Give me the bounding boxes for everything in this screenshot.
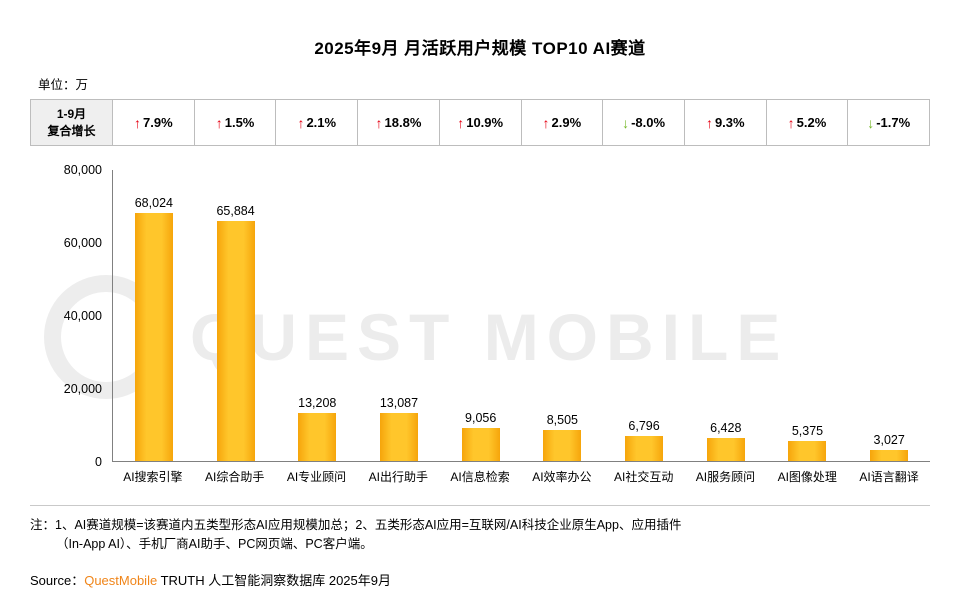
bar-value-label: 8,505	[546, 413, 578, 427]
up-arrow-icon: ↑	[375, 114, 383, 131]
bar-column: 6,796	[603, 170, 685, 461]
bar-column: 68,024	[113, 170, 195, 461]
up-arrow-icon: ↑	[134, 114, 142, 131]
x-axis-label: AI图像处理	[777, 470, 837, 484]
up-arrow-icon: ↑	[705, 114, 713, 131]
growth-cell: ↑ 5.2%	[767, 100, 849, 145]
growth-value: -1.7%	[876, 115, 911, 130]
source-text: TRUTH 人工智能洞察数据库 2025年9月	[157, 572, 391, 588]
bar	[298, 413, 337, 461]
x-axis-label: AI信息检索	[450, 470, 510, 484]
source-line: Source：QuestMobile TRUTH 人工智能洞察数据库 2025年…	[30, 570, 930, 589]
source-label: Source：	[30, 572, 85, 588]
growth-cell: ↑ 7.9%	[113, 100, 195, 145]
growth-value: 10.9%	[466, 115, 504, 130]
bar	[216, 221, 255, 461]
footnote-line2: （In-App AI）、手机厂商AI助手、PC网页端、PC客户端。	[56, 537, 373, 552]
footnote-line1: 注：1、AI赛道规模=该赛道内五类型形态AI应用规模加总；2、五类形态AI应用=…	[30, 518, 682, 532]
x-axis-spacer	[30, 468, 112, 485]
bar-value-label: 3,027	[873, 433, 905, 447]
growth-value: 5.2%	[796, 115, 827, 130]
x-axis-label: AI综合助手	[205, 470, 265, 484]
growth-value: 2.9%	[551, 115, 582, 130]
growth-cell: ↓ -1.7%	[848, 100, 929, 145]
bar	[543, 430, 582, 461]
bar	[788, 441, 827, 461]
bar-column: 13,087	[358, 170, 440, 461]
report-page: 2025年9月 月活跃用户规模 TOP10 AI赛道 单位：万 1-9月 复合增…	[30, 39, 930, 589]
bar	[461, 428, 500, 461]
chart-area: QUEST MOBILE 80,000 60,000 40,000 20,000 0 6…	[30, 163, 930, 485]
y-tick-label: 40,000	[63, 309, 102, 323]
bar-value-label: 9,056	[465, 411, 497, 425]
x-axis-label: AI社交互动	[614, 470, 674, 484]
divider	[30, 505, 930, 506]
growth-cell: ↑ 9.3%	[685, 100, 767, 145]
y-tick-label: 20,000	[63, 382, 102, 396]
x-axis-labels: AI搜索引擎 AI综合助手 AI专业顾问 AI出行助手 AI信息检索 AI效率办公 AI社交…	[30, 468, 930, 485]
up-arrow-icon: ↑	[457, 114, 465, 131]
bar-value-label: 13,208	[298, 396, 337, 410]
bar-column: 9,056	[440, 170, 522, 461]
bar-column: 5,375	[767, 170, 849, 461]
bar-value-label: 6,428	[710, 421, 742, 435]
growth-cell: ↑ 18.8%	[358, 100, 440, 145]
x-axis-label: AI效率办公	[532, 470, 592, 484]
growth-value: 7.9%	[143, 115, 173, 130]
bar	[625, 436, 664, 461]
y-tick-label: 0	[95, 455, 102, 469]
growth-cell: ↑ 2.1%	[276, 100, 359, 145]
bar-value-label: 5,375	[791, 424, 824, 438]
growth-cell: ↓ -8.0%	[603, 100, 685, 145]
bar-column: 13,208	[276, 170, 358, 461]
growth-value: 2.1%	[306, 115, 337, 130]
y-tick-label: 80,000	[63, 163, 102, 177]
y-tick-label: 60,000	[63, 236, 102, 250]
growth-cell: ↑ 10.9%	[440, 100, 522, 145]
bar	[134, 213, 173, 461]
x-axis-label: AI服务顾问	[695, 470, 756, 484]
bar-column: 8,505	[522, 170, 604, 461]
growth-header-line1: 1-9月	[56, 106, 87, 121]
growth-header-line2: 复合增长	[47, 123, 96, 138]
growth-cell: ↑ 1.5%	[195, 100, 277, 145]
y-axis: 80,000 60,000 40,000 20,000 0	[30, 163, 112, 469]
x-axis-label: AI专业顾问	[286, 470, 347, 484]
growth-value: 1.5%	[224, 115, 255, 130]
growth-row-cells: ↑ 7.9% ↑ 1.5% ↑ 2.1% ↑ 18.8% ↑ 10.9% ↑ 2.9% ↓ -8.0% ↑ 9…	[113, 100, 929, 145]
x-axis-label: AI搜索引擎	[123, 470, 183, 484]
bar	[706, 438, 745, 461]
down-arrow-icon: ↓	[622, 114, 630, 131]
up-arrow-icon: ↑	[787, 114, 795, 131]
unit-label: 单位：万	[38, 78, 89, 92]
down-arrow-icon: ↓	[867, 114, 875, 131]
page-title: 2025年9月 月活跃用户规模 TOP10 AI赛道	[314, 39, 646, 58]
source-brand: QuestMobile	[84, 572, 158, 588]
plot-area: 68,024 65,884 13,208 13,087 9,056 8,505 6,796 6…	[112, 170, 930, 462]
footnotes: 注：1、AI赛道规模=该赛道内五类型形态AI应用规模加总；2、五类形态AI应用=…	[30, 516, 930, 555]
x-axis-label: AI出行助手	[368, 470, 428, 484]
growth-value: 9.3%	[714, 115, 745, 130]
bar-column: 65,884	[195, 170, 277, 461]
growth-table-header: 1-9月 复合增长	[31, 100, 113, 145]
bar-value-label: 68,024	[134, 196, 173, 210]
bar-column: 6,428	[685, 170, 767, 461]
up-arrow-icon: ↑	[542, 114, 550, 131]
x-axis-label: AI语言翻译	[859, 470, 919, 484]
bar-chart: 80,000 60,000 40,000 20,000 0 68,024 65,884 13…	[30, 163, 930, 469]
growth-value: 18.8%	[384, 115, 422, 130]
bar-value-label: 65,884	[216, 204, 255, 218]
bar	[870, 450, 909, 461]
up-arrow-icon: ↑	[297, 114, 305, 131]
bar	[379, 413, 418, 461]
growth-table: 1-9月 复合增长 ↑ 7.9% ↑ 1.5% ↑ 2.1% ↑ 18.8% ↑ 10.9% ↑ 2.…	[30, 99, 930, 146]
bar-column: 3,027	[848, 170, 930, 461]
bar-value-label: 13,087	[379, 396, 419, 410]
bar-value-label: 6,796	[628, 419, 660, 433]
up-arrow-icon: ↑	[215, 114, 223, 131]
growth-value: -8.0%	[631, 115, 666, 130]
growth-cell: ↑ 2.9%	[522, 100, 604, 145]
